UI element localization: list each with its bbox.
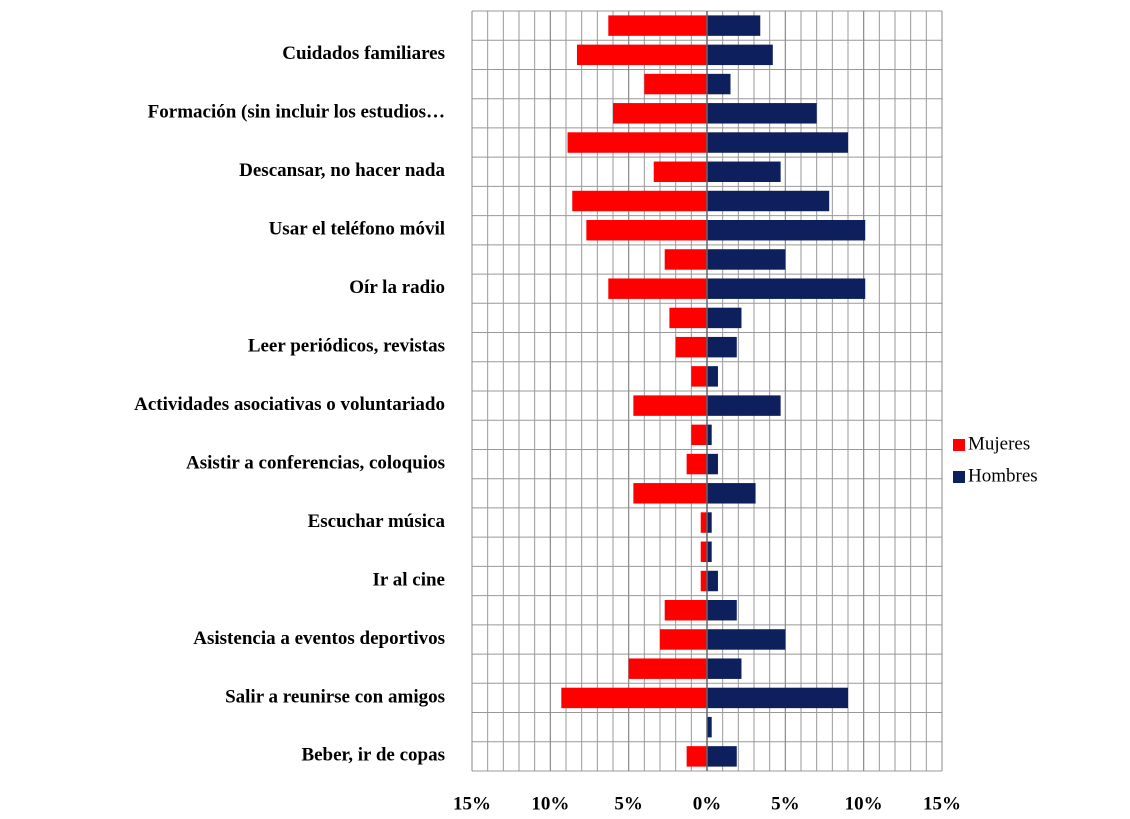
bar — [707, 453, 718, 475]
bar — [700, 570, 707, 592]
bar — [707, 746, 737, 767]
legend-label: Mujeres — [968, 433, 1030, 454]
bar — [700, 512, 707, 533]
y-tick-label: Actividades asociativas o voluntariado — [134, 394, 445, 415]
bar — [707, 600, 737, 621]
bar — [567, 132, 707, 153]
bar — [608, 15, 707, 36]
bar — [586, 220, 707, 241]
bar — [707, 483, 756, 504]
bar — [707, 366, 718, 387]
y-tick-label: Leer periódicos, revistas — [248, 336, 445, 357]
y-tick-label: Usar el teléfono móvil — [269, 219, 445, 240]
bar — [707, 161, 781, 182]
bar — [669, 307, 707, 329]
bar — [700, 541, 707, 562]
bar — [707, 307, 742, 329]
x-tick-label: 5% — [614, 793, 643, 814]
bar — [686, 453, 707, 475]
y-tick-label: Cuidados familiares — [282, 43, 445, 64]
bar — [664, 600, 707, 621]
bar — [633, 395, 707, 416]
y-tick-label: Beber, ir de copas — [301, 745, 445, 766]
bar — [707, 716, 712, 738]
bar — [561, 687, 707, 709]
bar — [707, 103, 817, 124]
bar — [707, 44, 773, 66]
bar — [707, 512, 712, 533]
x-tick-label: 10% — [531, 793, 569, 814]
y-tick-label: Asistencia a eventos deportivos — [193, 628, 445, 649]
bar — [691, 366, 707, 387]
x-tick-label: 15% — [923, 793, 961, 814]
bar — [707, 658, 742, 679]
bar — [707, 570, 718, 592]
bar — [572, 190, 707, 212]
bar — [707, 424, 712, 446]
bar — [707, 336, 737, 358]
bar — [691, 424, 707, 446]
y-tick-label: Formación (sin incluir los estudios… — [148, 102, 445, 123]
y-tick-label: Escuchar música — [308, 511, 446, 532]
bar — [707, 73, 731, 95]
bar — [707, 132, 848, 153]
bar — [664, 249, 707, 270]
x-tick-label: 15% — [453, 793, 491, 814]
bar — [707, 541, 712, 562]
y-tick-label: Ir al cine — [373, 569, 445, 590]
bar — [675, 336, 707, 358]
bar — [707, 687, 848, 709]
bar — [707, 278, 866, 299]
bar — [644, 73, 707, 95]
bar — [608, 278, 707, 299]
legend-swatch — [953, 471, 965, 483]
bar — [653, 161, 707, 182]
bar — [613, 103, 707, 124]
legend-label: Hombres — [968, 465, 1038, 486]
y-tick-label: Descansar, no hacer nada — [239, 160, 445, 181]
bar — [686, 746, 707, 767]
bar — [633, 483, 707, 504]
bar — [576, 44, 707, 66]
y-tick-label: Oír la radio — [349, 277, 445, 298]
bar — [707, 190, 830, 212]
bar — [707, 15, 761, 36]
x-tick-label: 5% — [771, 793, 800, 814]
bar — [707, 395, 781, 416]
x-tick-label: 0% — [693, 793, 722, 814]
bar — [660, 629, 707, 650]
legend-swatch — [953, 439, 965, 451]
bar — [707, 629, 786, 650]
bar — [628, 658, 707, 679]
x-tick-label: 10% — [845, 793, 883, 814]
bar — [707, 249, 786, 270]
y-tick-label: Asistir a conferencias, coloquios — [186, 452, 445, 473]
bar — [707, 220, 866, 241]
y-tick-label: Salir a reunirse con amigos — [225, 686, 445, 707]
